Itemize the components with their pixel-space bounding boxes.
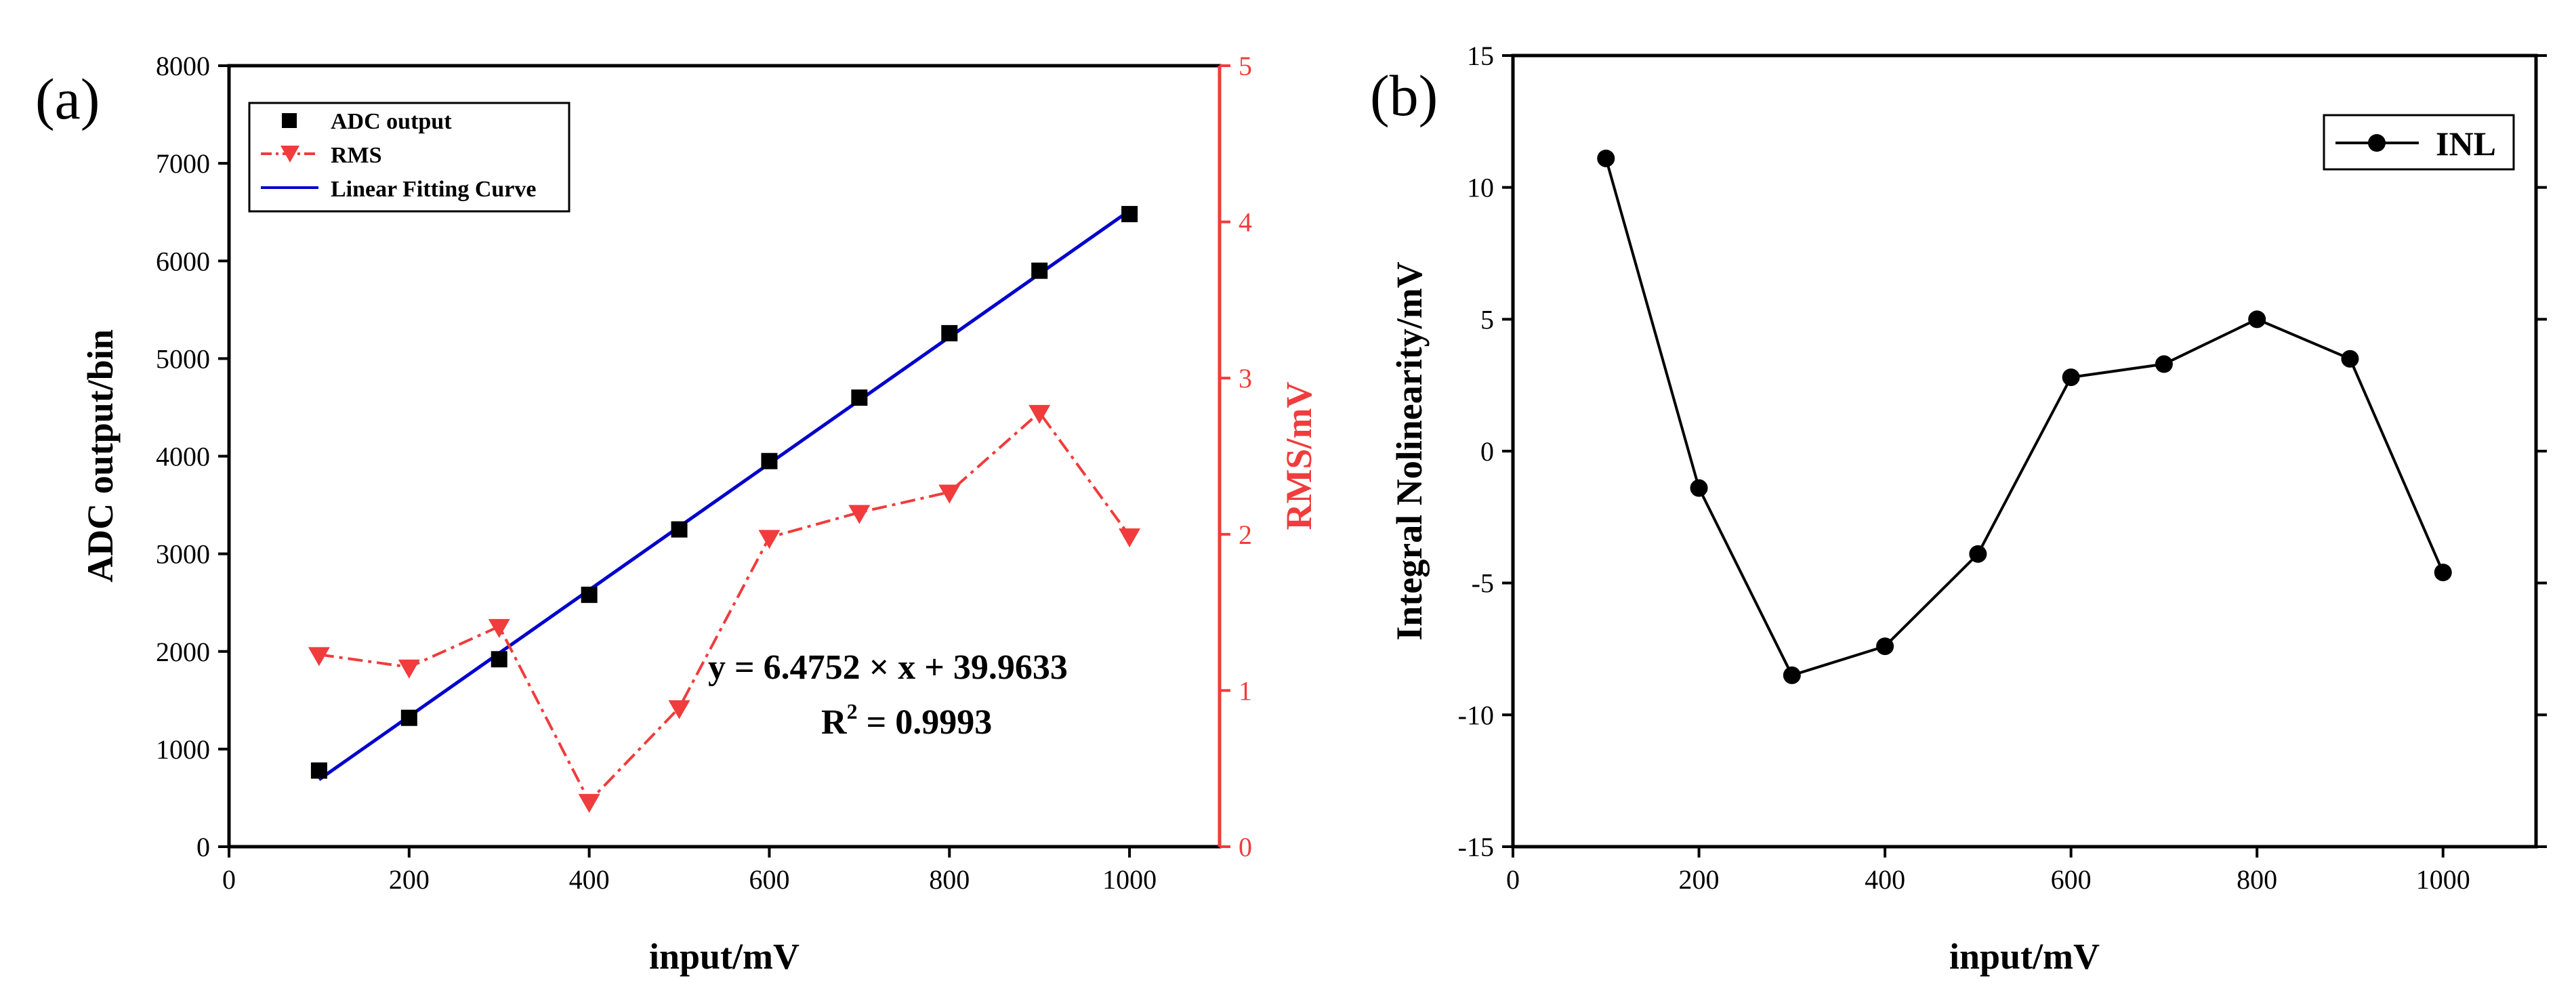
y-tick-label: 1000 [156, 734, 210, 765]
chart-panel-a: (a) 0 200 400 600 800 1000 0 1000 2000 3000 4000 5… [35, 51, 1319, 977]
rms-point [308, 647, 330, 667]
adc-point [491, 651, 507, 668]
y2-tick-label: 1 [1239, 675, 1252, 706]
y-tick-label: 15 [1467, 41, 1494, 71]
y-tick-label: 10 [1467, 173, 1494, 203]
inl-point [2062, 368, 2080, 386]
y2-tick-label: 4 [1239, 207, 1252, 238]
legend-fit-label: Linear Fitting Curve [331, 177, 536, 202]
inl-point [2341, 350, 2359, 368]
inl-series [1597, 149, 2452, 684]
y2-tick-label: 0 [1239, 832, 1252, 862]
rms-line [318, 410, 1131, 804]
inl-point [2434, 564, 2452, 582]
legend-adc-label: ADC output [331, 109, 452, 134]
fit-equation: y = 6.4752 × x + 39.9633 [708, 648, 1068, 687]
adc-point [1031, 262, 1048, 279]
x-tick-label: 600 [2051, 864, 2092, 895]
adc-point [581, 587, 598, 604]
y-tick-label: 3000 [156, 539, 210, 570]
x-tick-label: 400 [1865, 864, 1905, 895]
rms-point [398, 659, 420, 679]
x-tick-label: 1000 [1102, 864, 1157, 895]
panel-a-y2-axis-label: RMS/mV [1279, 382, 1319, 530]
panel-b-x-ticks: 0 200 400 600 800 1000 [1506, 847, 2470, 895]
y-tick-label: -5 [1472, 568, 1494, 599]
legend-inl-label: INL [2436, 125, 2496, 163]
x-tick-label: 200 [1679, 864, 1720, 895]
fit-line [318, 209, 1131, 781]
inl-point [1969, 545, 1987, 563]
panel-a-y-ticks: 0 1000 2000 3000 4000 5000 6000 7000 8000 [156, 51, 229, 862]
panel-a-label: (a) [35, 66, 100, 131]
y2-tick-label: 2 [1239, 520, 1252, 550]
panel-a-y-axis-label: ADC output/bin [80, 329, 121, 583]
panel-a-legend: ADC output RMS Linear Fitting Curve [248, 102, 570, 213]
x-tick-label: 400 [569, 864, 610, 895]
y-tick-label: 5 [1480, 304, 1494, 335]
rms-point [488, 618, 510, 638]
y-tick-label: 0 [196, 832, 210, 862]
x-tick-label: 1000 [2416, 864, 2470, 895]
rms-point [938, 484, 961, 504]
inl-point [2248, 310, 2266, 329]
y-tick-label: 2000 [156, 637, 210, 667]
y-tick-label: 5000 [156, 343, 210, 374]
chart-panel-b: (b) 0 200 400 600 800 1000 -15 -10 -5 0 5 10 15 inp… [1370, 41, 2547, 977]
legend-rms-marker [281, 146, 299, 163]
panel-b-y-ticks: -15 -10 -5 0 5 10 15 [1458, 41, 2547, 862]
y-tick-label: 4000 [156, 442, 210, 472]
rms-series [308, 404, 1141, 814]
fit-series [318, 209, 1131, 781]
inl-point [1876, 637, 1894, 656]
rms-point [578, 794, 600, 814]
adc-output-series [310, 206, 1138, 779]
y-tick-label: -15 [1458, 832, 1494, 862]
legend-inl-marker [2368, 134, 2386, 152]
x-tick-label: 800 [2237, 864, 2277, 895]
y-tick-label: -10 [1458, 700, 1494, 730]
inl-point [1597, 149, 1615, 167]
inl-point [1690, 479, 1708, 497]
adc-point [400, 709, 417, 726]
inl-point [2155, 355, 2173, 373]
y-tick-label: 0 [1480, 436, 1494, 467]
panel-b-legend: INL [2323, 114, 2515, 171]
panel-b-y-axis-label: Integral Nolinearity/mV [1389, 261, 1430, 640]
panel-b-x-axis-label: input/mV [1949, 936, 2100, 977]
adc-point [761, 452, 778, 469]
inl-point [1783, 666, 1801, 684]
rms-point [848, 505, 871, 524]
x-tick-label: 200 [389, 864, 430, 895]
panel-a-x-ticks: 0 200 400 600 800 1000 [222, 847, 1157, 895]
rms-point [1119, 528, 1141, 548]
x-tick-label: 600 [749, 864, 789, 895]
panel-a-x-axis-label: input/mV [649, 936, 799, 977]
panel-b-plot-frame [1511, 54, 2538, 849]
y-tick-label: 6000 [156, 246, 210, 276]
adc-point [671, 521, 688, 538]
legend-rms-label: RMS [331, 143, 382, 168]
adc-point [1121, 206, 1138, 223]
x-tick-label: 0 [222, 864, 236, 895]
adc-point [851, 389, 868, 406]
y2-tick-label: 5 [1239, 51, 1252, 81]
adc-point [941, 324, 958, 341]
rms-point [1029, 404, 1051, 424]
y-tick-label: 7000 [156, 148, 210, 179]
x-tick-label: 800 [929, 864, 970, 895]
legend-adc-marker [282, 113, 297, 128]
rms-point [758, 530, 781, 549]
legend-box [248, 102, 570, 213]
y-tick-label: 8000 [156, 51, 210, 81]
adc-point [310, 762, 327, 779]
inl-line [1604, 158, 2445, 677]
x-tick-label: 0 [1506, 864, 1520, 895]
panel-b-label: (b) [1370, 63, 1438, 128]
rms-point [668, 700, 690, 719]
y2-tick-label: 3 [1239, 363, 1252, 394]
panel-a-y2-ticks: 0 1 2 3 4 5 [1220, 51, 1252, 862]
fit-r-squared: R2 = 0.9993 [821, 699, 992, 742]
